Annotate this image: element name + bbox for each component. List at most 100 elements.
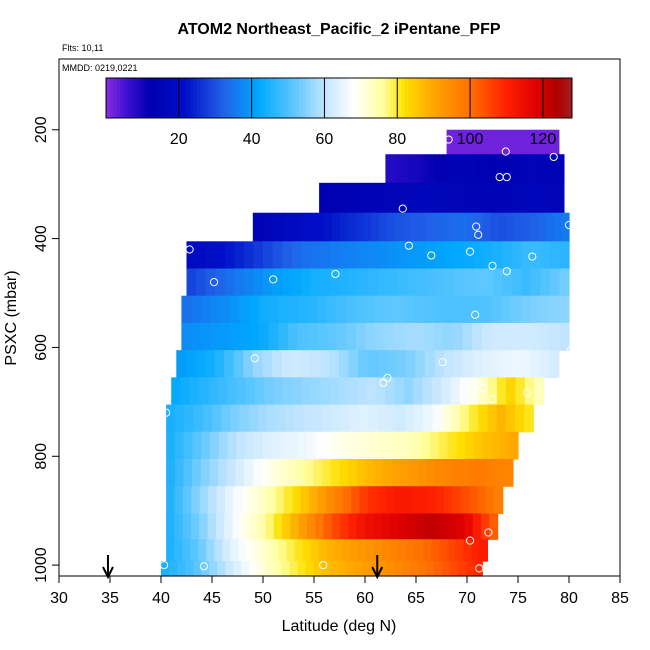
heatmap-cell	[272, 241, 283, 270]
sample-marker	[404, 241, 413, 250]
colorbar-cell	[357, 78, 362, 118]
heatmap-cell	[434, 212, 444, 242]
heatmap-cell	[395, 212, 404, 242]
heatmap-cell	[265, 561, 275, 577]
heatmap-cell	[361, 561, 371, 577]
heatmap-cell	[287, 322, 299, 351]
heatmap-cell	[481, 513, 490, 540]
heatmap-cell	[181, 295, 192, 324]
heatmap-cell	[224, 241, 235, 270]
heatmap-cell	[318, 539, 328, 562]
colorbar-cell	[247, 78, 253, 118]
heatmap-cell	[306, 513, 316, 540]
colorbar-cell	[109, 78, 114, 118]
sample-marker	[269, 275, 278, 284]
heatmap-cell	[463, 268, 474, 297]
heatmap-cell	[258, 295, 270, 324]
heatmap-cell	[424, 350, 436, 378]
heatmap-cell	[465, 154, 471, 184]
heatmap-cell	[268, 295, 279, 324]
colorbar-cell	[284, 78, 289, 118]
heatmap-cell	[432, 404, 443, 433]
heatmap-cell	[375, 322, 386, 351]
heatmap-cell	[431, 513, 441, 540]
heatmap-cell	[212, 404, 222, 433]
heatmap-cell	[199, 377, 210, 406]
heatmap-cell	[254, 539, 264, 562]
heatmap-cell	[374, 182, 381, 214]
colorbar-cell	[553, 78, 558, 118]
heatmap-cell	[244, 458, 254, 487]
x-tick-label: 55	[305, 590, 323, 607]
heatmap-cell	[520, 295, 531, 324]
heatmap-cell	[458, 212, 467, 242]
heatmap-cell	[180, 377, 191, 406]
heatmap-cell	[359, 431, 370, 460]
heatmap-cell	[483, 154, 489, 184]
heatmap-cell	[516, 129, 521, 155]
heatmap-cell	[460, 486, 470, 515]
heatmap-cell	[333, 431, 343, 460]
heatmap-cell	[339, 458, 349, 487]
colorbar-cell	[273, 78, 278, 118]
heatmap-cell	[434, 458, 445, 487]
heatmap-cell	[497, 129, 501, 155]
heatmap-cell	[243, 268, 255, 297]
heatmap-cell	[227, 431, 238, 460]
heatmap-cell	[287, 295, 299, 324]
colorbar-cell	[521, 78, 526, 118]
heatmap-cell	[236, 377, 247, 406]
plot-frame	[58, 58, 621, 577]
heatmap-cell	[303, 404, 314, 433]
heatmap-cell	[487, 377, 498, 406]
heatmap-cell	[482, 268, 494, 297]
heatmap-cell	[191, 486, 201, 515]
heatmap-cell	[319, 182, 326, 214]
heatmap-cell	[265, 513, 275, 540]
y-tick-label: 600	[33, 334, 50, 361]
heatmap-cell	[254, 431, 264, 460]
heatmap-cell	[423, 322, 434, 351]
heatmap-cell	[539, 322, 551, 351]
heatmap-cell	[377, 404, 388, 433]
colorbar-cell	[200, 78, 205, 118]
colorbar-cell	[346, 78, 351, 118]
heatmap-cell	[553, 129, 557, 155]
heatmap-cell	[472, 182, 479, 214]
heatmap-cell	[457, 129, 462, 155]
heatmap-cell	[514, 154, 520, 184]
heatmap-cell	[478, 458, 488, 487]
heatmap-cell	[224, 350, 235, 378]
heatmap-cell	[435, 486, 445, 515]
heatmap-cell	[276, 212, 286, 242]
heatmap-cell	[317, 486, 327, 515]
heatmap-cell	[453, 350, 464, 378]
heatmap-cell	[385, 377, 396, 406]
heatmap-cell	[505, 212, 515, 242]
heatmap-cell	[326, 295, 338, 324]
heatmap-cell	[455, 539, 464, 562]
colorbar-cell	[546, 78, 551, 118]
colorbar-cell	[266, 78, 271, 118]
heatmap-cell	[252, 212, 262, 242]
heatmap-cell	[407, 539, 416, 562]
heatmap-cell	[245, 431, 255, 460]
heatmap-cell	[273, 377, 284, 406]
sample-marker	[331, 269, 340, 279]
heatmap-cell	[225, 486, 235, 515]
heatmap-cell	[392, 182, 400, 214]
heatmap-cell	[382, 458, 393, 487]
heatmap-cell	[463, 129, 467, 155]
heatmap-cell	[396, 268, 408, 297]
heatmap-cell	[384, 295, 396, 324]
heatmap-cell	[403, 154, 409, 184]
sample-marker	[502, 172, 511, 182]
colorbar-cell	[106, 78, 111, 118]
heatmap-cell	[491, 322, 502, 351]
heatmap-cell	[356, 513, 366, 540]
heatmap-cell	[375, 295, 386, 324]
heatmap-cell	[240, 513, 250, 540]
heatmap-cell	[217, 561, 226, 577]
colorbar-cell	[171, 78, 176, 118]
